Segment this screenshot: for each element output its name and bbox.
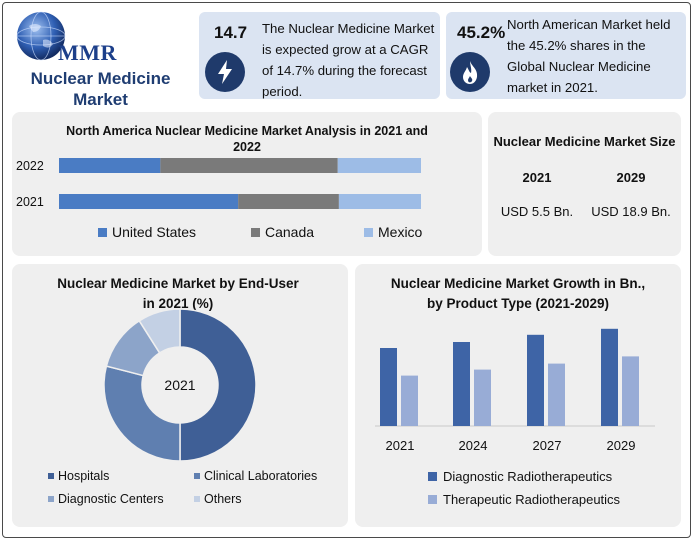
bar-diagnostic-radiotherapeutics	[380, 348, 397, 426]
legend-swatch	[48, 496, 54, 502]
legend-label: United States	[112, 224, 196, 240]
bar-category-label: 2021	[16, 195, 44, 209]
legend-swatch	[428, 472, 437, 481]
share-value: 45.2%	[457, 23, 506, 42]
cagr-description: The Nuclear Medicine Market is expected …	[262, 21, 435, 99]
market-size-panel: Nuclear Medicine Market Size 2021 2029 U…	[488, 112, 681, 256]
bar-segment-united-states	[59, 194, 239, 209]
bar-segment-mexico	[338, 194, 421, 209]
market-size-year-2029: 2029	[616, 170, 646, 185]
flame-icon	[450, 52, 490, 92]
legend-swatch	[251, 228, 260, 237]
legend-swatch	[98, 228, 107, 237]
chart-title-line: by Product Type (2021-2029)	[427, 296, 609, 311]
donut-slice-clinical-laboratories	[103, 365, 181, 462]
chart-title-line: Nuclear Medicine Market Growth in Bn.,	[391, 276, 645, 291]
legend-swatch	[428, 495, 437, 504]
logo-block: MMR Nuclear Medicine Market	[8, 8, 193, 110]
legend-swatch	[194, 473, 200, 479]
bar-therapeutic-radiotherapeutics	[548, 363, 565, 426]
bar-segment-canada	[238, 194, 339, 209]
bar-segment-canada	[160, 158, 338, 173]
bar-therapeutic-radiotherapeutics	[401, 375, 418, 426]
cagr-value: 14.7	[214, 23, 248, 42]
legend-label: Diagnostic Radiotherapeutics	[443, 469, 613, 484]
x-tick-label: 2021	[386, 438, 415, 453]
chart-title-line: 2022	[233, 140, 261, 154]
bar-segment-united-states	[59, 158, 161, 173]
growth-chart-panel: Nuclear Medicine Market Growth in Bn., by…	[355, 264, 681, 527]
legend-swatch	[364, 228, 373, 237]
legend-label: Hospitals	[58, 469, 109, 483]
share-description: North American Market held the 45.2% sha…	[507, 17, 671, 95]
legend-label: Therapeutic Radiotherapeutics	[443, 492, 621, 507]
share-stat-card: 45.2% North American Market held the 45.…	[446, 12, 686, 99]
x-tick-label: 2029	[607, 438, 636, 453]
donut-slice-others	[138, 308, 181, 354]
market-size-value-2021: USD 5.5 Bn.	[500, 204, 574, 219]
bar-therapeutic-radiotherapeutics	[474, 369, 491, 426]
north-america-chart-panel: North America Nuclear Medicine Market An…	[12, 112, 482, 256]
bar-category-label: 2022	[16, 159, 44, 173]
market-size-year-2021: 2021	[522, 170, 552, 185]
page-title: Nuclear Medicine Market	[8, 68, 193, 110]
market-size-value-2029: USD 18.9 Bn.	[591, 204, 671, 219]
chart-title-line: in 2021 (%)	[143, 296, 214, 311]
product-type-growth-bar-chart: Nuclear Medicine Market Growth in Bn., by…	[375, 276, 655, 507]
end-user-chart-panel: Nuclear Medicine Market by End-User in 20…	[12, 264, 348, 527]
bar-therapeutic-radiotherapeutics	[622, 356, 639, 426]
legend-label: Mexico	[378, 224, 423, 240]
legend-swatch	[48, 473, 54, 479]
bar-diagnostic-radiotherapeutics	[601, 328, 618, 426]
legend-swatch	[194, 496, 200, 502]
chart-title-line: North America Nuclear Medicine Market An…	[66, 124, 428, 138]
market-size-title: Nuclear Medicine Market Size	[493, 134, 676, 149]
legend-label: Clinical Laboratories	[204, 469, 317, 483]
bar-diagnostic-radiotherapeutics	[453, 342, 470, 426]
end-user-donut-chart: Nuclear Medicine Market by End-User in 20…	[48, 276, 317, 506]
donut-center-label: 2021	[164, 377, 195, 393]
x-tick-label: 2027	[533, 438, 562, 453]
cagr-stat-card: 14.7 The Nuclear Medicine Market is expe…	[199, 12, 440, 99]
lightning-icon	[205, 52, 245, 92]
logo-mark: MMR	[58, 40, 117, 65]
page-title-line2: Market	[73, 90, 128, 109]
bar-segment-mexico	[337, 158, 421, 173]
chart-title-line: Nuclear Medicine Market by End-User	[57, 276, 299, 291]
legend-label: Canada	[265, 224, 314, 240]
x-tick-label: 2024	[459, 438, 488, 453]
legend-label: Others	[204, 492, 242, 506]
globe-logo-icon	[16, 11, 66, 61]
bar-diagnostic-radiotherapeutics	[527, 334, 544, 426]
donut-slice-hospitals	[179, 308, 257, 462]
north-america-stacked-bar-chart: North America Nuclear Medicine Market An…	[16, 124, 428, 240]
page-title-line1: Nuclear Medicine	[30, 69, 171, 88]
legend-label: Diagnostic Centers	[58, 492, 164, 506]
